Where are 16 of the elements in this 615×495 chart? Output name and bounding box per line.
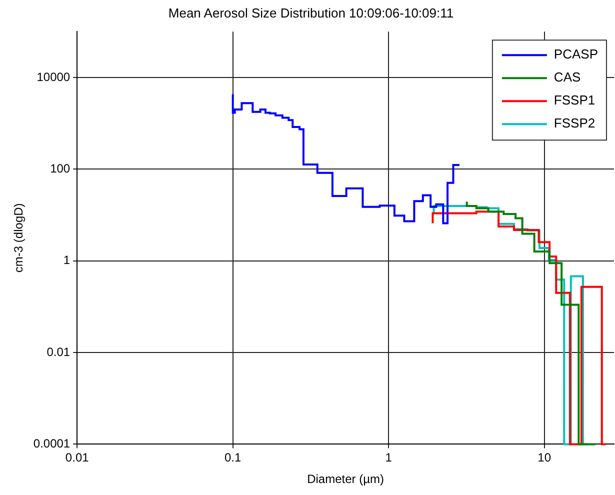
y-tick-label: 0.01: [46, 344, 70, 359]
legend-label: FSSP1: [554, 92, 596, 108]
legend-label: CAS: [554, 70, 581, 85]
chart-title: Mean Aerosol Size Distribution 10:09:06-10:09:11: [168, 5, 454, 20]
legend-label: FSSP2: [554, 116, 596, 131]
x-axis-title: Diameter (µm): [307, 472, 384, 486]
y-axis-title: cm-3 (dlogD): [12, 203, 26, 273]
y-tick-label: 100: [50, 161, 70, 176]
y-tick-label: 1: [63, 253, 70, 268]
x-tick-label: 0.01: [65, 450, 90, 465]
y-tick-label: 10000: [36, 70, 70, 84]
y-tick-label: 0.0001: [33, 436, 70, 451]
legend-label: PCASP: [554, 46, 598, 62]
x-tick-label: 10: [538, 450, 552, 465]
x-tick-label: 0.1: [224, 450, 242, 465]
x-tick-label: 1: [385, 450, 392, 465]
